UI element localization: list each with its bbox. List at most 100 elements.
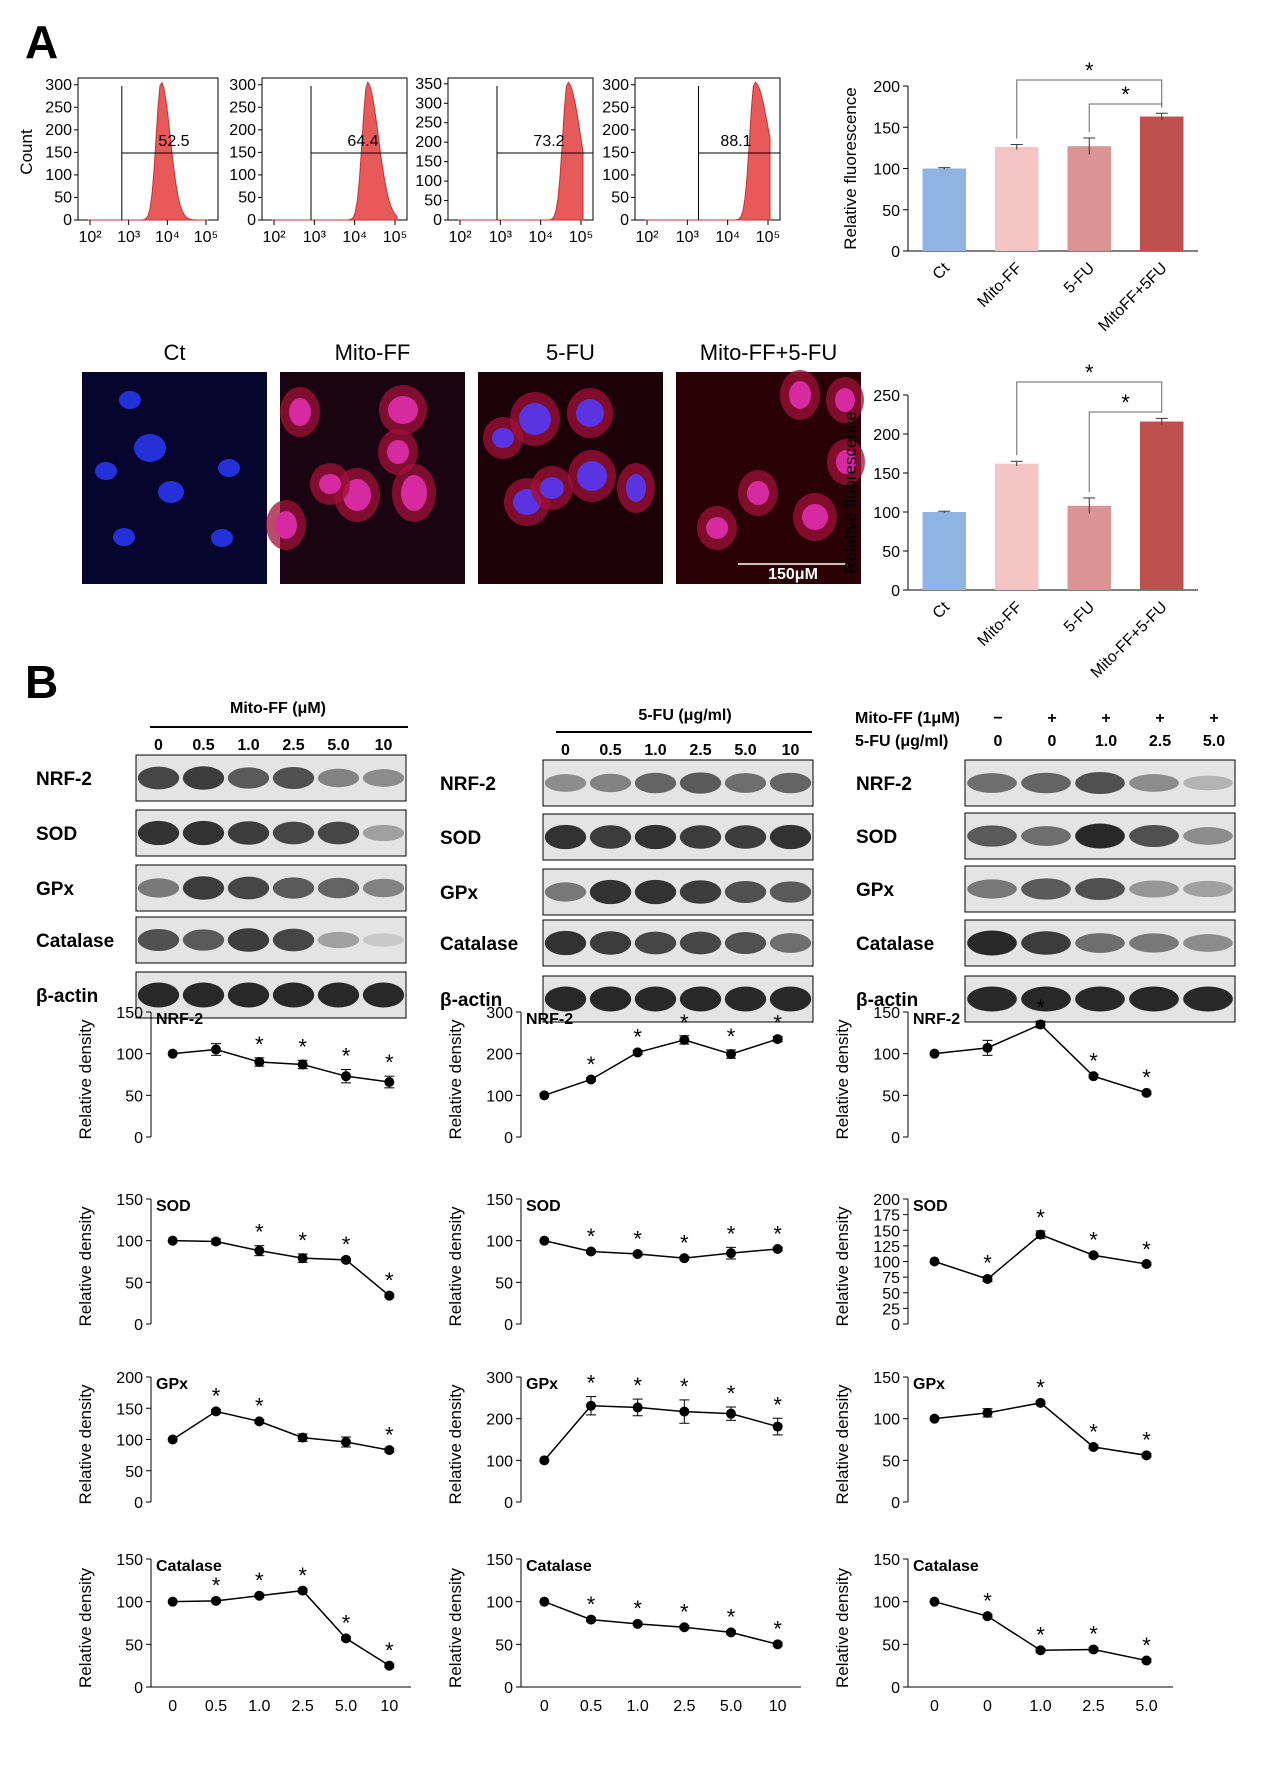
x-tick-label: 0	[930, 1698, 939, 1715]
combo-fu-dose: 2.5	[1149, 733, 1171, 750]
density-chart: 0 50 100 150 Relative density GPx * * *	[833, 1370, 1152, 1512]
y-axis-label: Relative fluorescence	[841, 87, 860, 250]
significance-star: *	[1142, 1428, 1151, 1453]
y-tick-label: 150	[873, 1005, 900, 1022]
data-point	[772, 1639, 783, 1650]
x-tick-label: 10	[380, 1698, 398, 1715]
significance-star: *	[212, 1573, 221, 1598]
category-label: Mito-FF	[975, 260, 1026, 311]
micrograph-panel: Mito-FF+5-FU 150μM	[676, 340, 865, 584]
blot-band	[362, 824, 405, 842]
combo-mitoff-sign: +	[1047, 710, 1056, 727]
x-tick-label: 10²	[635, 229, 659, 246]
data-point	[211, 1406, 221, 1417]
blot-strip	[135, 971, 407, 1019]
cell-nucleus	[211, 529, 233, 547]
density-chart: 0 50 100 150 Relative density NRF-2 * * *	[833, 995, 1152, 1147]
x-tick-label: 0.5	[205, 1698, 227, 1715]
lane-label: 0	[561, 742, 570, 759]
combo-mitoff-sign: +	[1209, 710, 1218, 727]
data-point	[211, 1236, 221, 1247]
blot-band	[1183, 986, 1233, 1012]
series-line	[934, 1023, 1147, 1094]
data-point	[167, 1048, 178, 1059]
blot-band	[1129, 774, 1179, 792]
bar	[995, 463, 1039, 590]
y-tick-label: 0	[504, 1495, 513, 1512]
x-tick-label: 10³	[676, 229, 700, 246]
blot-band	[634, 772, 677, 794]
data-point	[1141, 1655, 1152, 1666]
data-point	[982, 1042, 993, 1053]
data-point	[726, 1627, 736, 1638]
blot-band	[1183, 880, 1233, 898]
x-tick-label: 5.0	[720, 1698, 742, 1715]
significance-star: *	[983, 1251, 992, 1276]
data-point	[679, 1253, 690, 1264]
blot-band	[1075, 823, 1125, 849]
cell-nucleus	[387, 440, 409, 464]
significance-star: *	[680, 1600, 689, 1625]
series-line	[172, 1239, 390, 1297]
blot-row-label: β-actin	[36, 986, 98, 1007]
data-point	[297, 1432, 308, 1443]
cell-nucleus	[706, 517, 728, 539]
significance-star: *	[255, 1394, 264, 1419]
bar-chart: 0 50 100 150 200 Relative fluorescence Ct Mito-…	[841, 58, 1198, 335]
data-point	[772, 1244, 783, 1254]
y-axis-label: Relative density	[446, 1568, 465, 1689]
density-chart: 0 50 100 150 200 Relative density GPx * * *	[76, 1370, 395, 1512]
y-tick-label: 200	[229, 122, 256, 139]
significance-star: *	[1121, 390, 1130, 415]
blot-band	[182, 929, 225, 951]
cell-nucleus	[576, 399, 604, 427]
data-point	[297, 1585, 308, 1596]
blot-band	[967, 986, 1017, 1012]
micrograph-panel: Mito-FF	[266, 340, 465, 584]
data-point	[384, 1660, 395, 1671]
y-tick-label: 200	[45, 122, 72, 139]
data-point	[254, 1590, 265, 1601]
chart-title: NRF-2	[156, 1011, 203, 1028]
blot-band	[227, 876, 270, 900]
bar	[1140, 116, 1184, 252]
x-tick-label: 10⁴	[155, 229, 180, 246]
significance-star: *	[385, 1268, 394, 1293]
data-point	[772, 1421, 783, 1432]
blot-band	[634, 879, 677, 905]
blot-band	[1183, 934, 1233, 952]
blot-strip	[542, 813, 814, 861]
y-tick-label: 50	[882, 544, 900, 561]
data-point	[211, 1044, 221, 1055]
lane-label: 1.0	[644, 742, 666, 759]
x-tick-label: 10⁵	[194, 229, 218, 246]
significance-star: *	[727, 1381, 736, 1406]
micrograph-title: 5-FU	[546, 340, 595, 365]
y-axis-label: Relative density	[833, 1568, 852, 1689]
blot-band	[182, 820, 225, 846]
y-tick-label: 50	[125, 1275, 143, 1292]
y-axis-label: Relative density	[76, 1206, 95, 1327]
y-axis-label: Relative density	[76, 1384, 95, 1505]
significance-bracket	[1016, 381, 1163, 456]
significance-star: *	[255, 1568, 264, 1593]
blot-band	[317, 821, 360, 845]
blot-band	[227, 982, 270, 1008]
y-tick-label: 150	[116, 1005, 143, 1022]
x-tick-label: 0	[983, 1698, 992, 1715]
series-line	[544, 1600, 778, 1646]
y-tick-label: 50	[495, 1275, 513, 1292]
y-tick-label: 300	[415, 95, 442, 112]
x-tick-label: 1.0	[248, 1698, 270, 1715]
scale-bar-label: 150μM	[768, 566, 818, 583]
cell-nucleus	[119, 391, 141, 409]
density-chart: 0 50 100 150 Relative density SOD * * * *	[76, 1192, 395, 1334]
cell-nucleus	[836, 450, 856, 474]
y-tick-label: 0	[891, 583, 900, 600]
y-tick-label: 0	[134, 1495, 143, 1512]
data-point	[929, 1048, 940, 1059]
y-tick-label: 150	[873, 466, 900, 483]
y-tick-label: 200	[602, 122, 629, 139]
blot-band	[137, 766, 180, 790]
y-tick-label: 0	[891, 1495, 900, 1512]
